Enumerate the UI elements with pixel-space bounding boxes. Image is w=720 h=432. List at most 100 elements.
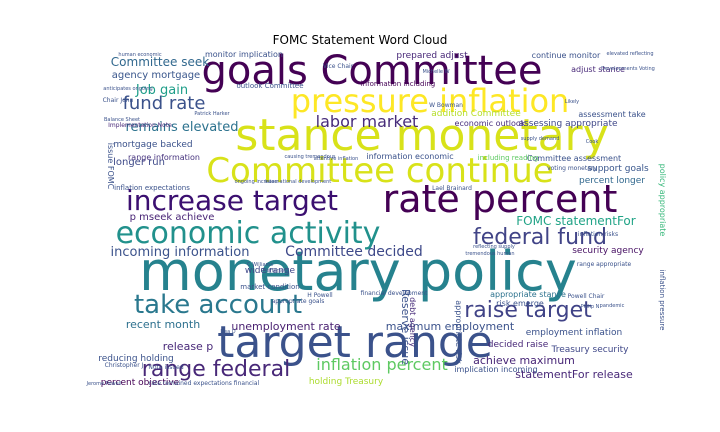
word-supply-demand: supply demand — [521, 136, 560, 142]
word-ongoing-increase: ongoing increase — [235, 179, 278, 185]
word-mortgage-backed: mortgage backed — [113, 140, 192, 150]
word-reflecting-supply: reflecting supply — [473, 244, 515, 250]
word-incoming-information: incoming information — [111, 245, 250, 260]
word-wide-range: wide range — [245, 266, 296, 276]
word-michelle-w: Michelle W — [422, 69, 449, 75]
word-international-development: international development — [265, 179, 331, 185]
word-inflation-expectations: inflation expectations — [114, 184, 190, 192]
word-economic-outlook: economic outlook — [455, 119, 526, 128]
word-appropriate-risk: appropriate risk — [454, 300, 463, 364]
word-p-mseek-achieve: p mseek achieve — [130, 212, 215, 223]
word-rate-remained-expectations-financial: rate remained expectations financial — [149, 380, 260, 387]
word-reducing-holding: reducing holding — [98, 354, 174, 364]
word-agency-mortgage: agency mortgage — [112, 70, 200, 81]
word-voting-monetary: voting monetary — [547, 165, 597, 172]
word-holding-treasury: holding Treasury — [309, 377, 384, 387]
word-jerome-powell: Jerome Powell — [86, 381, 122, 387]
word-percent-longer: percent longer — [579, 176, 645, 186]
word-risk-emerge: risk emerge — [496, 299, 544, 308]
word-fomc-statementfor: FOMC statementFor — [516, 214, 635, 228]
word-range-federal: range federal — [142, 357, 290, 382]
word-h-powell: H Powell — [307, 292, 333, 299]
word-issue-fomc: issue FOMC — [106, 143, 115, 190]
word-increase-target: increase target — [126, 184, 338, 217]
word-anticipates-ongoing: anticipates ongoing — [103, 86, 152, 92]
word-chair-john: Chair John — [103, 97, 134, 104]
word-statementfor-release: statementFor release — [515, 368, 633, 381]
word-patrick-harker: Patrick Harker — [194, 111, 230, 117]
word-inflation-pressure: inflation pressure — [658, 270, 666, 331]
word-reserve-issue: Reserve issue — [399, 289, 412, 365]
word-goals-committee: goals Committee — [201, 48, 542, 94]
word-lael-brainard: Lael Brainard — [432, 185, 472, 192]
word-attentive-inflation: attentive inflation — [314, 156, 359, 162]
word-stance-monetary: stance monetary — [235, 110, 608, 161]
word-recent-month: recent month — [126, 318, 200, 331]
word-likely: Likely — [565, 99, 579, 105]
word-appropriate-stance: appropriate stance — [490, 290, 566, 299]
word-target-range: target range — [217, 317, 493, 368]
word-labor-market: labor market — [316, 112, 419, 131]
word-human-economic: human economic — [118, 52, 161, 58]
word-maximum-employment: maximum employment — [386, 320, 515, 333]
word-w-bowman: W Bowman — [429, 102, 463, 109]
word-monetary-policy: monetary policy — [139, 240, 577, 303]
word-inflation-risks: inflation risks — [578, 231, 618, 238]
word-release-p: release p — [163, 340, 214, 353]
word-tremendous-human: tremendous human — [465, 251, 514, 257]
word-support-goals: support goals — [587, 164, 649, 174]
word-raise-target: raise target — [464, 298, 592, 323]
word-c-williams: C Williams — [247, 262, 273, 268]
word-percent-objective: percent objective — [101, 378, 180, 388]
word-federal-fund: federal fund — [473, 225, 607, 250]
word-fund-rate: fund rate — [123, 93, 206, 114]
word-elevated-reflecting: elevated reflecting — [606, 51, 653, 57]
word-job-gain: Job gain — [135, 83, 188, 98]
word-appropriate-goals: appropriate goals — [272, 298, 325, 305]
word-lisa-d: Lisa D — [220, 329, 235, 335]
word-p-jefferson: P Jefferson — [261, 268, 288, 274]
word-take-account: take account — [134, 290, 302, 320]
word-committee-continue: Committee continue — [206, 151, 553, 191]
word-achieve-maximum: achieve maximum — [473, 354, 575, 367]
word-addition-committee: addition Committee — [431, 109, 521, 119]
word-assessing-appropriate: assessing appropriate — [518, 119, 617, 129]
word-assessment-take: assessment take — [578, 110, 645, 119]
word-employment-inflation: employment inflation — [526, 328, 622, 338]
word-rate-percent: rate percent — [383, 177, 618, 221]
word-powell-chair: Powell Chair — [568, 293, 605, 300]
word-implication-incoming: implication incoming — [454, 365, 537, 374]
word-remains-elevated: remains elevated — [125, 120, 238, 135]
word-decided-raise: decided raise — [488, 340, 549, 350]
word-committee-seek: Committee seek — [111, 55, 209, 69]
word-range-appropriate: range appropriate — [577, 261, 632, 268]
word-cook: Cook — [586, 139, 599, 145]
word-pressure-inflation: pressure inflation — [291, 82, 570, 120]
word-security-agency: security agency — [572, 246, 644, 256]
word-financial-development: financial development — [361, 290, 429, 297]
word-economic-activity: economic activity — [116, 216, 381, 251]
word-implementation-note: Implementation Note — [108, 122, 172, 129]
word-policy-appropriate: policy appropriate — [658, 164, 667, 237]
word-range-information: range information — [128, 153, 200, 162]
word-philip-n: Philip N — [581, 304, 600, 310]
word-outlook-committee: outlook Committee — [236, 82, 303, 90]
word-including-reading: including reading — [478, 154, 539, 162]
word-information-economic: information economic — [366, 152, 453, 161]
word-committee-assessment: Committee assessment — [527, 154, 621, 163]
word-christopher-j: Christopher J — [105, 362, 144, 369]
word-note-issued: Note issued — [148, 364, 184, 371]
word-balance-sheet: Balance Sheet — [104, 117, 140, 123]
word-treasury-security: Treasury security — [551, 345, 630, 355]
word-information-including: information including — [361, 80, 436, 88]
word-vice-chair: Vice Chair — [323, 63, 354, 70]
word-developments-voting: Developments Voting — [601, 66, 655, 72]
word-debt-agency: debt agency — [408, 297, 417, 347]
word-unemployment-rate: unemployment rate — [231, 320, 341, 333]
word-adjust-stance: adjust stance — [571, 65, 625, 74]
word-market-condition: market condition — [240, 283, 299, 291]
word-committee-decided: Committee decided — [285, 244, 423, 260]
chart-title: FOMC Statement Word Cloud — [272, 33, 448, 47]
word-longer-run: longer run — [113, 157, 165, 168]
